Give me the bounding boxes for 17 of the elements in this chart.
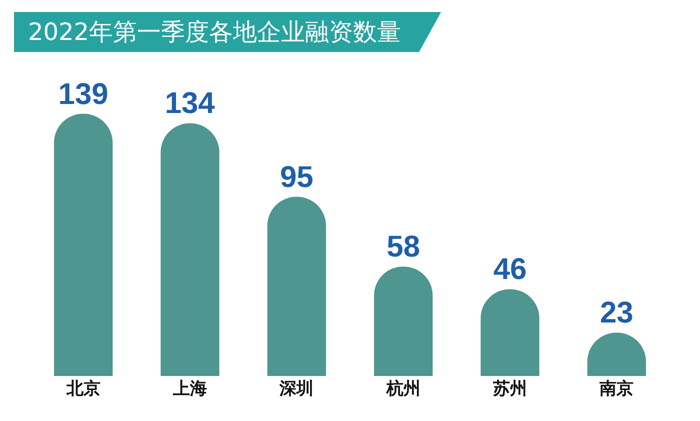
x-tick-label: 上海 <box>172 379 207 399</box>
bar <box>54 114 113 376</box>
x-tick-label: 北京 <box>65 379 100 399</box>
chart-title: 2022年第一季度各地企业融资数量 <box>14 12 442 52</box>
data-label: 58 <box>386 230 420 264</box>
bar <box>160 123 220 376</box>
data-label: 23 <box>600 296 634 330</box>
bar <box>374 266 433 376</box>
data-label: 134 <box>164 87 216 120</box>
data-label: 139 <box>58 78 108 111</box>
data-label: 46 <box>493 253 527 286</box>
x-tick-label: 南京 <box>598 379 634 399</box>
x-tick-label: 杭州 <box>385 379 420 399</box>
x-tick-label: 深圳 <box>278 379 314 399</box>
bar <box>267 196 326 376</box>
data-label: 95 <box>280 160 314 194</box>
x-tick-label: 苏州 <box>492 379 527 399</box>
